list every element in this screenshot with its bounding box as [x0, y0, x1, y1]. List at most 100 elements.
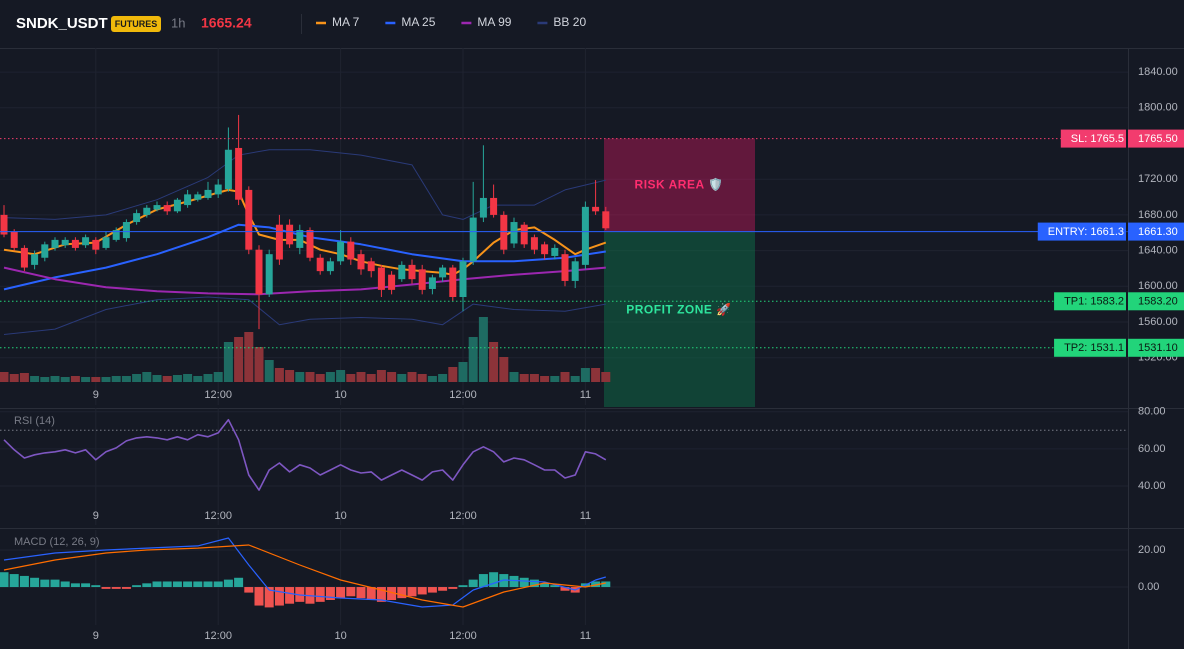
plot: 1840.00 1800.00 1720.00 1680.00 1640.00 1600.… — [0, 48, 1184, 642]
candle-body — [581, 206, 589, 265]
volume-bar — [223, 342, 233, 382]
macd-line — [3, 537, 606, 608]
volume-bar — [499, 357, 509, 382]
candle-body — [602, 211, 610, 229]
y-tick-label: 60.00 — [1138, 443, 1166, 455]
candle-body — [388, 274, 396, 290]
candle-body — [41, 244, 49, 258]
candle-body — [286, 224, 294, 245]
volume-bar — [570, 376, 580, 382]
candle-body — [61, 239, 69, 246]
volume-bar — [376, 370, 386, 382]
candle-body — [377, 267, 385, 290]
level-label: TP2: 1531.1 — [1064, 342, 1124, 354]
candle-body — [0, 214, 8, 235]
candle-body — [235, 147, 243, 200]
y-tick-label: 1560.00 — [1138, 316, 1178, 328]
candle-body — [428, 277, 436, 289]
candle-body — [214, 184, 222, 195]
candle-body — [510, 222, 518, 244]
macd-histogram — [601, 581, 611, 588]
macd-histogram — [315, 587, 325, 602]
volume-bar — [172, 375, 182, 382]
macd-histogram — [325, 587, 335, 600]
level-label-bg — [1054, 338, 1126, 357]
x-tick-label: 11 — [580, 510, 591, 522]
macd-histogram — [387, 587, 397, 600]
macd-histogram — [489, 572, 499, 588]
macd-histogram — [366, 587, 376, 600]
x-tick-label: 11 — [580, 630, 591, 642]
macd-histogram — [142, 583, 152, 588]
volume-bar — [509, 372, 519, 382]
y-tick-label: 1600.00 — [1138, 280, 1178, 292]
x-tick-label: 10 — [334, 630, 346, 642]
volume-bar — [336, 370, 346, 382]
pane-title: MACD (12, 26, 9) — [14, 536, 100, 548]
candle-body — [204, 189, 212, 198]
candle-body — [326, 261, 334, 272]
volume-bar — [529, 374, 539, 382]
axis-label-bg — [1128, 338, 1184, 357]
axis-label: 1765.50 — [1138, 133, 1178, 145]
macd-histogram — [591, 581, 601, 588]
macd-histogram — [60, 581, 70, 588]
volume-bar — [448, 367, 458, 382]
macd-histogram — [234, 577, 244, 588]
axis-label-bg — [1128, 292, 1184, 311]
y-tick-label: 1680.00 — [1138, 209, 1178, 221]
macd-histogram — [203, 581, 213, 588]
candle-body — [357, 254, 365, 270]
y-tick-label: 40.00 — [1138, 480, 1166, 492]
axis-label-bg — [1128, 129, 1184, 148]
macd-histogram — [376, 587, 386, 602]
macd-histogram — [336, 587, 346, 599]
level-label-bg — [1054, 292, 1126, 311]
macd-histogram — [132, 585, 142, 588]
macd-histogram — [19, 575, 29, 588]
volume-bar — [264, 360, 274, 382]
macd-histogram — [478, 574, 488, 588]
x-tick-label: 12:00 — [449, 510, 477, 522]
volume-bar — [244, 332, 254, 382]
candle-body — [224, 149, 232, 190]
volume-bar — [70, 376, 80, 382]
candle-body — [479, 197, 487, 218]
volume-bar — [132, 374, 142, 382]
volume-bar — [50, 376, 60, 382]
macd-histogram — [264, 587, 274, 608]
candle-body — [530, 237, 538, 250]
volume-bar — [356, 372, 366, 382]
volume-bar — [387, 372, 397, 382]
macd-histogram — [529, 579, 539, 588]
volume-bar — [550, 376, 560, 382]
candle-body — [255, 249, 263, 295]
x-tick-label: 10 — [334, 510, 346, 522]
symbol: SNDK_USDT — [16, 15, 108, 32]
macd-histogram — [458, 585, 468, 588]
macd-histogram — [550, 585, 560, 588]
legend: MA 7 MA 25 MA 99 BB 20 — [316, 15, 586, 29]
candle-body — [245, 189, 253, 250]
volume-bar — [560, 372, 570, 382]
volume-bar — [111, 376, 121, 382]
axis-label: 1661.30 — [1138, 226, 1178, 238]
candle-body — [418, 269, 426, 290]
candle-body — [20, 247, 28, 268]
x-tick-label: 12:00 — [204, 630, 232, 642]
macd-histogram — [407, 587, 417, 597]
macd-histogram — [121, 587, 131, 589]
macd-histogram — [183, 581, 193, 588]
candle-body — [469, 217, 477, 262]
candle-body — [173, 199, 181, 212]
candle-body — [184, 194, 192, 206]
x-tick-label: 9 — [93, 510, 99, 522]
x-tick-label: 10 — [334, 389, 346, 401]
candle-body — [408, 264, 416, 280]
candle-body — [102, 237, 110, 248]
volume-bar — [213, 372, 223, 382]
volume-bar — [438, 374, 448, 382]
candle-body — [571, 261, 579, 281]
zone — [604, 138, 755, 232]
moving-average — [3, 266, 606, 296]
